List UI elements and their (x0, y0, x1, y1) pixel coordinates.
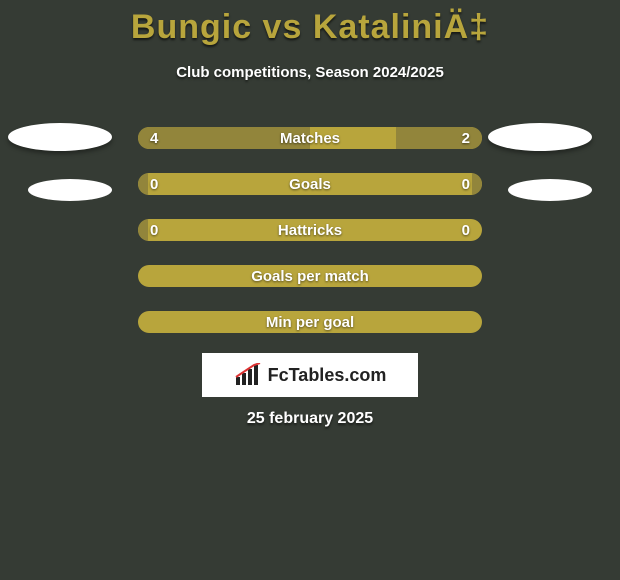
stat-value-right: 0 (462, 173, 470, 195)
stat-value-left: 4 (150, 127, 158, 149)
comparison-infographic: Bungic vs KataliniÄ‡ Club competitions, … (0, 0, 620, 580)
snapshot-date: 25 february 2025 (0, 410, 620, 428)
stat-row: Goals0 0 (138, 173, 482, 195)
stat-value-left: 0 (150, 173, 158, 195)
stat-label: Hattricks (138, 219, 482, 241)
player-left-avatar (8, 123, 112, 151)
player-left-shadow (28, 179, 112, 201)
player-right-avatar (488, 123, 592, 151)
stat-row: Min per goal (138, 311, 482, 333)
player-right-shadow (508, 179, 592, 201)
subtitle: Club competitions, Season 2024/2025 (0, 64, 620, 81)
stat-value-right: 0 (462, 219, 470, 241)
stat-value-left: 0 (150, 219, 158, 241)
stat-row: Matches4 2 (138, 127, 482, 149)
stat-row: Goals per match (138, 265, 482, 287)
logo-text: FcTables.com (268, 365, 387, 386)
stat-label: Goals (138, 173, 482, 195)
stat-label: Matches (138, 127, 482, 149)
fctables-logo: FcTables.com (202, 353, 418, 397)
page-title: Bungic vs KataliniÄ‡ (0, 8, 620, 47)
stat-label: Goals per match (138, 265, 482, 287)
bars-icon (234, 363, 262, 387)
stat-label: Min per goal (138, 311, 482, 333)
stat-value-right: 2 (462, 127, 470, 149)
stat-row: Hattricks0 0 (138, 219, 482, 241)
